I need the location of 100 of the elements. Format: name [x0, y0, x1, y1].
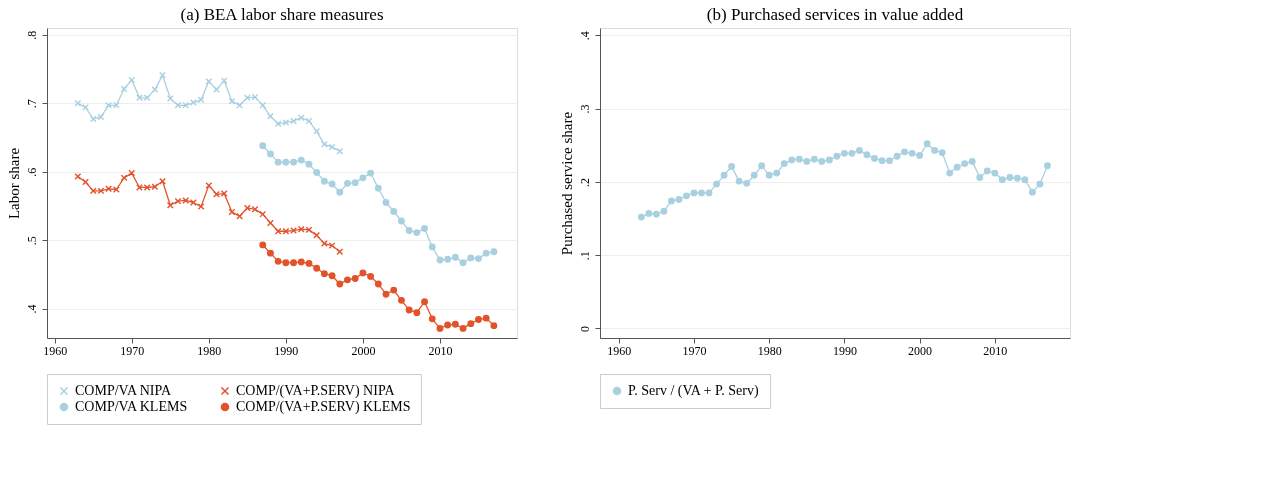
- point: [359, 269, 367, 277]
- legend-label: COMP/VA NIPA: [75, 383, 172, 398]
- point: [773, 169, 781, 177]
- point: [750, 171, 758, 179]
- point: [397, 296, 405, 304]
- point: [344, 276, 351, 284]
- point: [833, 152, 841, 160]
- y-tick-label: .7: [24, 99, 39, 109]
- point: [451, 320, 459, 328]
- point: [297, 156, 305, 164]
- point: [803, 157, 811, 165]
- point: [336, 280, 344, 288]
- point: [320, 270, 328, 278]
- point: [444, 321, 452, 329]
- point: [213, 86, 220, 94]
- point: [267, 249, 274, 257]
- point: [428, 315, 436, 323]
- point: [328, 180, 336, 188]
- point: [467, 254, 475, 262]
- chart-title: (b) Purchased services in value added: [706, 5, 964, 24]
- point: [267, 112, 274, 120]
- point: [1006, 174, 1014, 181]
- point: [390, 286, 398, 294]
- point: [705, 189, 713, 197]
- point: [991, 169, 999, 177]
- point: [328, 272, 336, 280]
- point: [274, 257, 282, 265]
- point: [120, 174, 128, 182]
- point: [908, 149, 916, 157]
- point: [205, 77, 213, 85]
- point: [931, 146, 939, 154]
- point: [336, 188, 344, 196]
- y-tick-label: .4: [24, 304, 39, 314]
- point: [780, 160, 788, 168]
- point: [128, 169, 136, 177]
- point: [1028, 188, 1036, 196]
- x-tick-label: 1970: [682, 343, 707, 358]
- y-tick-label: .4: [577, 31, 592, 41]
- point: [320, 140, 328, 148]
- point: [151, 86, 159, 94]
- point: [228, 97, 236, 105]
- point: [444, 255, 452, 263]
- point: [82, 103, 89, 111]
- point: [863, 151, 871, 159]
- point: [413, 309, 421, 317]
- point: [728, 163, 736, 170]
- point: [390, 207, 398, 215]
- point: [1044, 162, 1051, 170]
- point: [637, 213, 645, 221]
- point: [968, 157, 976, 165]
- point: [197, 96, 205, 104]
- legend-label: COMP/(VA+P.SERV) NIPA: [236, 383, 396, 399]
- point: [743, 179, 751, 187]
- point: [660, 207, 668, 215]
- point: [436, 324, 444, 332]
- point: [946, 169, 954, 177]
- y-tick-label: .8: [24, 30, 39, 40]
- point: [490, 248, 498, 256]
- point: [228, 208, 236, 216]
- point: [758, 162, 766, 170]
- point: [886, 157, 893, 165]
- x-tick-label: 1980: [757, 343, 782, 358]
- point: [159, 177, 167, 185]
- point: [871, 155, 878, 162]
- point: [848, 149, 856, 157]
- point: [313, 264, 321, 272]
- point: [490, 322, 498, 330]
- x-tick-label: 2010: [428, 343, 453, 358]
- y-tick-label: .3: [577, 104, 592, 114]
- point: [267, 219, 274, 227]
- point: [645, 209, 653, 217]
- y-tick-label: 0: [577, 325, 592, 332]
- x-tick-label: 2000: [351, 343, 376, 358]
- point: [74, 99, 82, 107]
- point: [652, 210, 660, 218]
- point: [475, 255, 482, 263]
- point: [159, 71, 167, 79]
- point: [344, 179, 351, 187]
- x-tick-label: 1960: [607, 343, 632, 358]
- point: [397, 217, 405, 225]
- point: [236, 101, 244, 109]
- point: [313, 168, 321, 176]
- point: [367, 272, 375, 280]
- legend-label: P. Serv / (VA + P. Serv): [628, 383, 759, 399]
- point: [998, 176, 1006, 184]
- point: [1036, 180, 1044, 188]
- y-axis-title: Purchased service share: [558, 111, 575, 256]
- point: [259, 210, 267, 218]
- point: [367, 169, 375, 177]
- chart-title: (a) BEA labor share measures: [180, 5, 384, 24]
- point: [290, 259, 297, 267]
- point: [482, 249, 490, 257]
- point: [405, 227, 413, 234]
- point: [428, 243, 436, 251]
- point: [282, 158, 290, 166]
- point: [720, 171, 728, 179]
- x-tick-label: 1970: [120, 343, 145, 358]
- point: [297, 114, 305, 122]
- point: [74, 173, 82, 180]
- point: [267, 150, 274, 158]
